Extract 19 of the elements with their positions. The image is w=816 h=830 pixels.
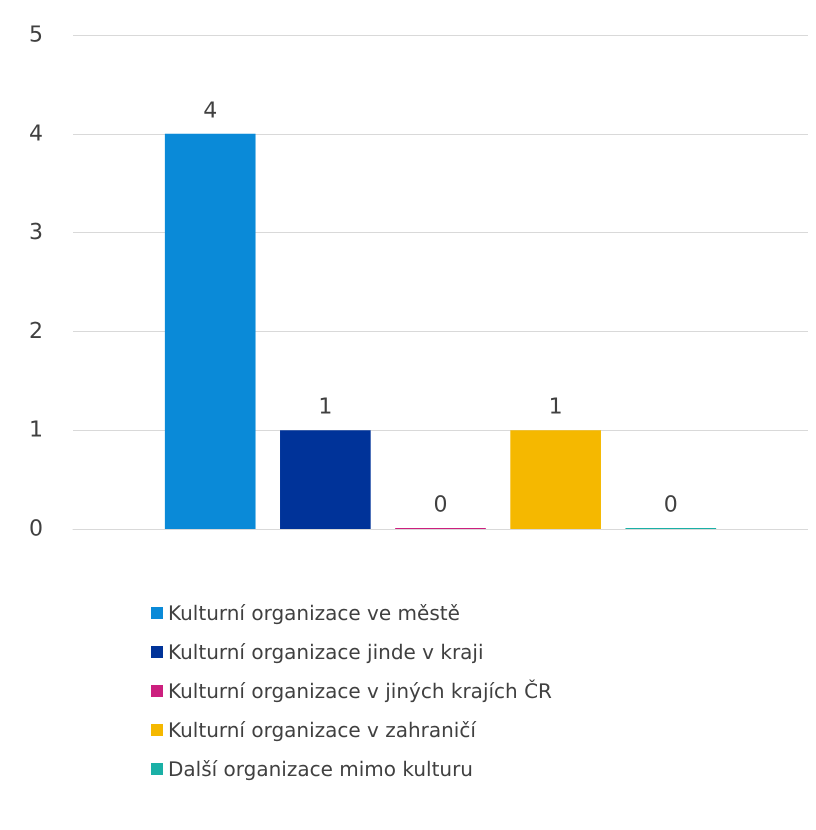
legend-label: Další organizace mimo kulturu bbox=[168, 757, 473, 781]
data-label: 4 bbox=[203, 98, 218, 124]
y-tick-label: 2 bbox=[29, 318, 43, 344]
data-label: 1 bbox=[318, 394, 332, 420]
data-label: 0 bbox=[664, 492, 678, 518]
y-tick-label: 5 bbox=[29, 22, 43, 48]
bar bbox=[280, 430, 371, 529]
data-label: 0 bbox=[434, 492, 448, 518]
y-tick-label: 1 bbox=[29, 418, 43, 443]
y-tick-label: 0 bbox=[29, 516, 43, 542]
legend-label: Kulturní organizace v jiných krajích ČR bbox=[168, 679, 552, 703]
y-tick-label: 3 bbox=[29, 220, 43, 246]
bar bbox=[510, 430, 601, 529]
y-tick-label: 4 bbox=[29, 121, 43, 146]
legend-label: Kulturní organizace jinde v kraji bbox=[168, 640, 484, 664]
bar bbox=[164, 134, 256, 529]
data-label: 1 bbox=[548, 394, 563, 420]
legend-label: Kulturní organizace v zahraničí bbox=[168, 718, 478, 742]
legend-label: Kulturní organizace ve městě bbox=[168, 601, 460, 625]
